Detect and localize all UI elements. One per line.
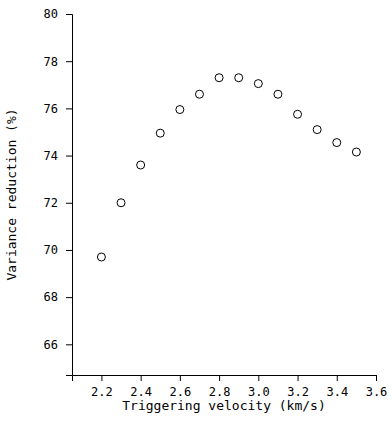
x-tick-label: 2.2 xyxy=(91,385,113,399)
y-tick-mark xyxy=(66,156,72,157)
x-tick: 3.4 xyxy=(326,375,348,399)
points xyxy=(97,74,360,261)
chart: 2.2 2.4 2.6 2.8 3.0 3.2 3.4 3.6 66 68 70 72 74 76 78 80… xyxy=(0,0,392,442)
y-axis: 66 68 70 72 74 76 78 80 xyxy=(44,7,73,375)
y-axis-title: Variance reduction (%) xyxy=(4,108,19,280)
x-tick-label: 3.4 xyxy=(326,385,348,399)
y-tick-label: 72 xyxy=(44,196,58,210)
y-tick: 66 xyxy=(44,338,72,352)
point xyxy=(195,90,203,98)
point xyxy=(274,90,282,98)
point xyxy=(313,126,321,134)
point xyxy=(333,139,341,147)
y-tick-mark xyxy=(66,297,72,298)
x-tick-mark xyxy=(219,375,220,381)
y-axis-line xyxy=(66,15,73,376)
point xyxy=(294,110,302,118)
y-tick-mark xyxy=(66,344,72,345)
x-axis: 2.2 2.4 2.6 2.8 3.0 3.2 3.4 3.6 xyxy=(73,375,388,399)
y-tick-mark xyxy=(66,14,72,15)
point xyxy=(235,74,243,82)
y-tick-mark xyxy=(66,250,72,251)
point xyxy=(156,129,164,137)
plot: 2.2 2.4 2.6 2.8 3.0 3.2 3.4 3.6 66 68 70 72 74 76 78 80 xyxy=(44,7,388,398)
x-tick: 2.4 xyxy=(130,375,152,399)
y-tick: 72 xyxy=(44,196,72,210)
y-tick-label: 70 xyxy=(44,243,58,257)
y-tick: 78 xyxy=(44,55,72,69)
x-tick-label: 2.8 xyxy=(209,385,231,399)
x-tick-label: 3.2 xyxy=(287,385,309,399)
x-tick: 3.2 xyxy=(287,375,309,399)
x-tick-mark xyxy=(298,375,299,381)
y-tick: 76 xyxy=(44,102,72,116)
y-tick-label: 66 xyxy=(44,338,58,352)
point xyxy=(97,253,105,261)
point xyxy=(215,74,223,82)
y-tick-label: 80 xyxy=(44,7,58,21)
y-tick-label: 68 xyxy=(44,290,58,304)
x-tick: 3.0 xyxy=(248,375,270,399)
x-tick-mark xyxy=(258,375,259,381)
y-tick: 74 xyxy=(44,149,72,163)
x-tick: 2.2 xyxy=(91,375,113,399)
point xyxy=(254,80,262,88)
y-tick: 68 xyxy=(44,290,72,304)
x-tick-label: 3.6 xyxy=(366,385,388,399)
x-tick-mark xyxy=(180,375,181,381)
x-tick-mark xyxy=(141,375,142,381)
x-axis-title: Triggering velocity (km/s) xyxy=(122,398,326,413)
y-tick-label: 74 xyxy=(44,149,58,163)
y-tick-label: 76 xyxy=(44,102,58,116)
x-tick-mark xyxy=(376,375,377,381)
x-tick-mark xyxy=(101,375,102,381)
y-tick-mark xyxy=(66,108,72,109)
point xyxy=(137,161,145,169)
x-tick-label: 2.6 xyxy=(170,385,192,399)
point xyxy=(176,106,184,114)
y-tick-label: 78 xyxy=(44,55,58,69)
x-tick-mark xyxy=(337,375,338,381)
point xyxy=(117,199,125,207)
x-axis-line xyxy=(73,376,377,382)
y-tick-mark xyxy=(66,61,72,62)
x-tick-label: 3.0 xyxy=(248,385,270,399)
x-tick-label: 2.4 xyxy=(130,385,152,399)
y-tick-mark xyxy=(66,203,72,204)
y-tick: 70 xyxy=(44,243,72,257)
point xyxy=(352,148,360,156)
x-tick: 2.8 xyxy=(209,375,231,399)
x-tick: 3.6 xyxy=(366,375,388,399)
x-tick: 2.6 xyxy=(170,375,192,399)
y-tick: 80 xyxy=(44,7,72,21)
